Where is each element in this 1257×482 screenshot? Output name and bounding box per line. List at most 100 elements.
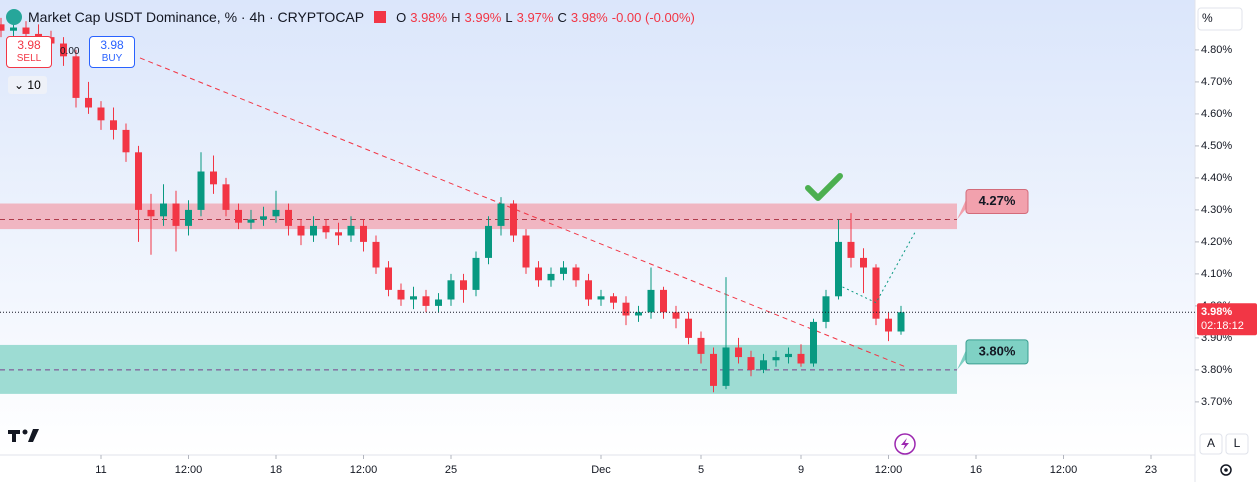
y-tick-label: 4.60%	[1201, 108, 1232, 120]
unit-box[interactable]	[1197, 7, 1243, 31]
candle-body	[660, 289, 667, 313]
candle-body	[672, 312, 680, 319]
candle-body	[422, 296, 430, 306]
candle-body	[297, 225, 305, 236]
checkmark	[805, 173, 843, 201]
x-tick-label: 11	[95, 464, 106, 476]
candle-body	[722, 347, 730, 386]
candle-body	[697, 337, 705, 354]
candle-body	[322, 225, 330, 233]
candle-body	[585, 280, 592, 300]
h-value: 3.99%	[464, 9, 502, 25]
zone-label: 4.27%	[979, 193, 1016, 208]
indicators-toggle[interactable]: ⌄ 10	[8, 76, 47, 94]
candle-body	[897, 312, 905, 332]
candle-body	[135, 152, 142, 210]
zone-pointer	[957, 347, 967, 370]
settings-icon[interactable]	[1220, 464, 1232, 476]
y-tick-label: 4.20%	[1201, 236, 1232, 248]
price-tag-countdown: 02:18:12	[1201, 320, 1244, 332]
candle-body	[472, 257, 480, 290]
x-tick-label: 12:00	[875, 464, 903, 476]
candle-body	[872, 267, 880, 319]
candle-body	[847, 241, 855, 258]
candle-body	[110, 120, 117, 130]
x-tick-label: 9	[798, 464, 804, 476]
candle-body	[572, 267, 580, 281]
indicator-count: 10	[27, 78, 41, 92]
candle-body	[460, 280, 467, 290]
candle-body	[760, 360, 767, 370]
c-value: 3.98%	[570, 9, 608, 25]
price-tag	[1197, 303, 1257, 336]
candle-body	[372, 241, 380, 268]
candle-body	[747, 357, 755, 370]
buy-price: 3.98	[100, 38, 124, 52]
candle-body	[222, 184, 230, 210]
zone-label: 3.80%	[979, 343, 1016, 358]
x-tick-label: 16	[970, 464, 982, 476]
candle-body	[60, 43, 67, 57]
candle-body	[822, 296, 830, 322]
log-label: L	[1234, 436, 1241, 450]
candle-body	[410, 296, 417, 300]
candle-body	[622, 302, 630, 316]
candle-body	[610, 296, 617, 303]
candle-body	[885, 318, 892, 332]
sell-price: 3.98	[17, 38, 41, 52]
candle-body	[560, 267, 567, 274]
l-value: 3.97%	[516, 9, 554, 25]
log-button[interactable]	[1225, 433, 1249, 455]
auto-button[interactable]	[1199, 433, 1223, 455]
candle-body	[447, 280, 455, 300]
zone-label-box	[965, 189, 1029, 215]
c-label: C	[557, 9, 567, 25]
l-label: L	[505, 9, 513, 25]
candle-body	[735, 347, 742, 358]
candle-body	[72, 56, 80, 98]
lightning-icon[interactable]	[894, 433, 916, 455]
buy-button[interactable]: 3.98 BUY	[89, 36, 135, 68]
spread: 0.00	[60, 46, 80, 57]
x-tick-label: 18	[270, 464, 282, 476]
tv-logo	[8, 429, 39, 442]
x-tick-label: 23	[1145, 464, 1157, 476]
candle-body	[385, 267, 392, 290]
candle-body	[597, 296, 605, 300]
candle-body	[485, 225, 492, 258]
candle-body	[247, 219, 255, 223]
sell-button[interactable]: 3.98 SELL	[6, 36, 52, 68]
candle-body	[785, 353, 792, 358]
candle-body	[22, 27, 30, 34]
candle-body	[185, 209, 192, 226]
y-tick-label: 4.80%	[1201, 44, 1232, 56]
price-tag-value: 3.98%	[1201, 306, 1232, 318]
candle-body	[647, 289, 655, 313]
candle-body	[810, 321, 817, 364]
candle-body	[547, 273, 555, 281]
candle-body	[347, 225, 355, 236]
candle-body	[10, 27, 17, 31]
candle-body	[272, 209, 280, 217]
candle-body	[172, 203, 180, 226]
y-tick-label: 4.30%	[1201, 204, 1232, 216]
change: -0.00 (-0.00%)	[611, 9, 695, 25]
axis-unit: %	[1202, 11, 1213, 25]
flag[interactable]	[374, 11, 387, 23]
x-tick-label: 5	[698, 464, 704, 476]
candle-body	[860, 257, 867, 268]
y-tick-label: 4.10%	[1201, 268, 1232, 280]
x-tick-label: 12:00	[350, 464, 378, 476]
header: Market Cap USDT Dominance, % · 4h · CRYP…	[28, 9, 695, 25]
y-tick-label: 3.70%	[1201, 396, 1232, 408]
candle-body	[260, 216, 267, 220]
candle-body	[522, 235, 530, 268]
candle-body	[0, 24, 5, 31]
candle-body	[285, 209, 292, 226]
candle-body	[197, 171, 205, 210]
candle-body	[835, 241, 842, 297]
candle-body	[122, 129, 130, 153]
projection	[837, 232, 916, 304]
y-tick-label: 4.40%	[1201, 172, 1232, 184]
